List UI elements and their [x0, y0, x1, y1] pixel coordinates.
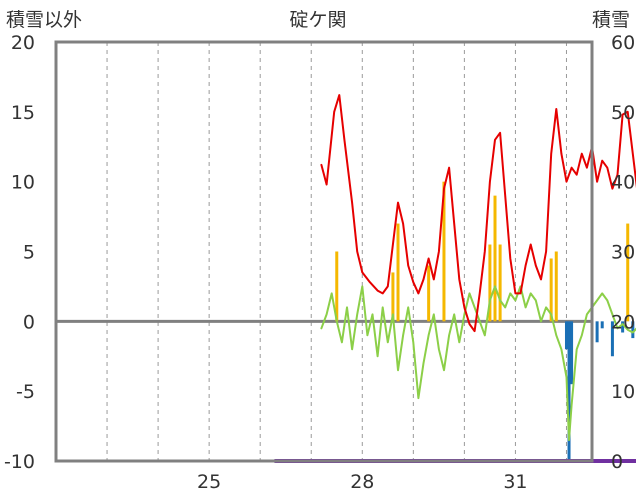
right-tick-label: 10 — [611, 381, 635, 403]
snow-depth-line — [273, 459, 636, 463]
series-line — [320, 285, 636, 442]
x-tick-label: 31 — [503, 471, 527, 493]
right-tick-label: 50 — [611, 102, 635, 124]
series-bar — [621, 321, 625, 333]
chart-title: 碇ケ関 — [289, 9, 346, 31]
left-tick-label: -5 — [16, 381, 35, 403]
series-bar — [626, 223, 630, 322]
series-bar — [567, 321, 571, 461]
x-tick-label: 25 — [197, 471, 221, 493]
series-bar — [498, 244, 502, 322]
right-tick-label: 30 — [611, 242, 635, 264]
series-bar — [391, 272, 395, 322]
series-bar — [554, 251, 558, 322]
x-tick-label: 28 — [350, 471, 374, 493]
series-bar — [610, 321, 614, 357]
tick-labels: 20151050-5-10605040302010025283136912151… — [4, 32, 635, 493]
left-tick-label: 0 — [23, 311, 35, 333]
left-tick-label: 15 — [11, 102, 35, 124]
right-tick-label: 40 — [611, 172, 635, 194]
series-bar — [600, 321, 604, 329]
right-tick-label: 0 — [611, 451, 623, 473]
left-tick-label: 20 — [11, 32, 35, 54]
series-line — [320, 94, 636, 333]
series-bar — [442, 181, 446, 322]
series-bar — [427, 265, 431, 322]
series-bar — [488, 244, 492, 322]
left-tick-label: 5 — [23, 242, 35, 264]
series-bar — [396, 223, 400, 322]
right-tick-label: 20 — [611, 311, 635, 333]
series-bar — [335, 251, 339, 322]
right-tick-label: 60 — [611, 32, 635, 54]
plot-frame — [54, 40, 594, 463]
left-tick-label: 10 — [11, 172, 35, 194]
series-bar — [493, 195, 497, 322]
series-bar — [549, 258, 553, 322]
right-axis-label: 積雪 — [592, 9, 630, 31]
left-tick-label: -10 — [4, 451, 35, 473]
grid-lines — [106, 42, 567, 461]
series-layer — [273, 94, 636, 463]
series-bar — [595, 321, 599, 343]
series-bar — [570, 321, 574, 385]
left-axis-label: 積雪以外 — [6, 9, 82, 31]
series-bar — [564, 321, 568, 350]
series-bar — [631, 321, 635, 339]
